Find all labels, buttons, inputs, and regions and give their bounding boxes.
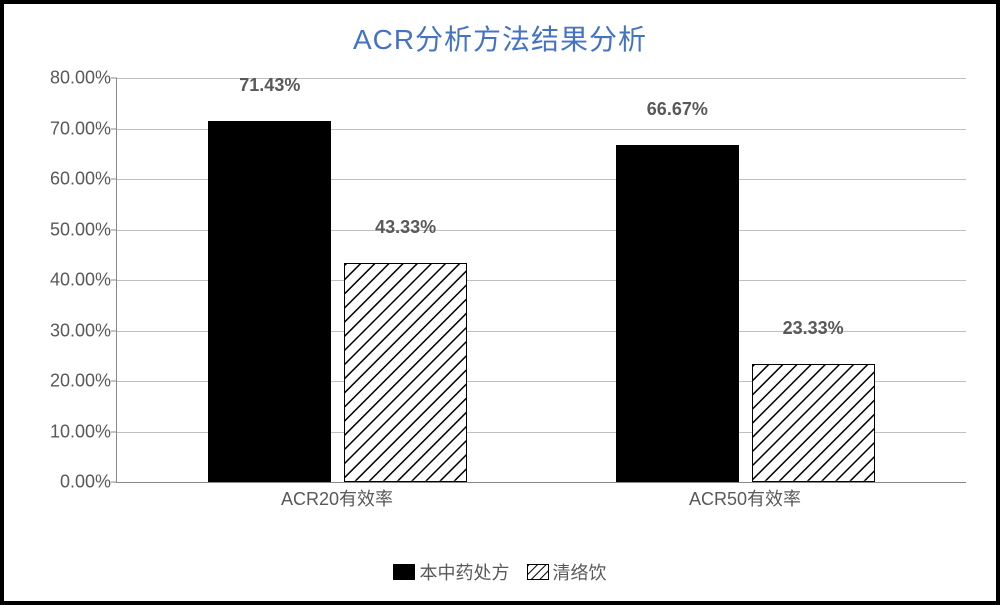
plot-wrapper: 71.43% 43.33% 66.67% 23.33% 0.00% 10.00% 20.0… xyxy=(26,78,974,511)
y-tick-label: 80.00% xyxy=(27,68,111,89)
legend-label-0: 本中药处方 xyxy=(419,559,509,585)
bars-layer: 71.43% 43.33% 66.67% 23.33% xyxy=(117,78,966,482)
y-tick-label: 0.00% xyxy=(27,472,111,493)
legend-item-series-1: 清络饮 xyxy=(527,559,607,585)
y-tick-label: 30.00% xyxy=(27,320,111,341)
solid-swatch-icon xyxy=(393,564,415,580)
y-tick-label: 20.00% xyxy=(27,371,111,392)
bar-solid xyxy=(208,121,331,482)
bar-hatched xyxy=(344,263,467,482)
data-label: 71.43% xyxy=(239,75,300,96)
data-label: 43.33% xyxy=(375,217,436,238)
y-tick-label: 70.00% xyxy=(27,118,111,139)
bar-solid xyxy=(616,145,739,482)
chart-frame: ACR分析方法结果分析 71.43% 43.33% 66.67% 23.33% 0.0… xyxy=(0,0,1000,605)
bar-hatched xyxy=(752,364,875,482)
x-axis-label: ACR50有效率 xyxy=(689,485,801,511)
legend-item-series-0: 本中药处方 xyxy=(393,559,509,585)
y-tick-label: 60.00% xyxy=(27,169,111,190)
hatched-swatch-icon xyxy=(527,564,549,580)
x-axis-label: ACR20有效率 xyxy=(281,485,393,511)
legend-label-1: 清络饮 xyxy=(553,559,607,585)
y-tick-label: 10.00% xyxy=(27,421,111,442)
chart-title: ACR分析方法结果分析 xyxy=(12,18,988,58)
legend: 本中药处方 清络饮 xyxy=(12,559,988,585)
data-label: 23.33% xyxy=(783,318,844,339)
y-tick-label: 50.00% xyxy=(27,219,111,240)
data-label: 66.67% xyxy=(647,99,708,120)
plot-area: 71.43%43.33%66.67%23.33% 0.00%10.00%20.0… xyxy=(116,78,966,483)
y-tick-label: 40.00% xyxy=(27,270,111,291)
chart-inner: ACR分析方法结果分析 71.43% 43.33% 66.67% 23.33% 0.0… xyxy=(12,18,988,599)
